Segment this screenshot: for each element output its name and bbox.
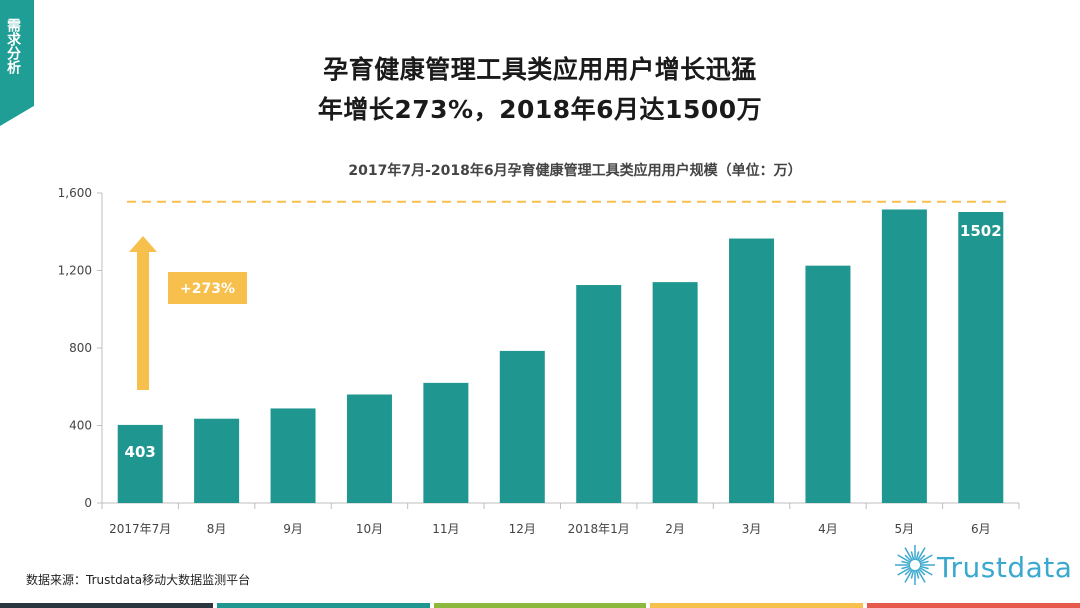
x-tick-label: 5月 [895, 522, 915, 536]
logo-text: Trustdata [937, 551, 1073, 584]
trustdata-logo: Trustdata [893, 535, 1073, 595]
bottom-color-segment [433, 603, 647, 608]
logo-ray [910, 569, 915, 579]
logo-ray [915, 551, 920, 561]
logo-ray [904, 554, 912, 562]
x-tick-label: 4月 [818, 522, 838, 536]
logo-ray [904, 568, 912, 576]
headline-line-1: 孕育健康管理工具类应用用户增长迅猛 [323, 55, 757, 84]
x-tick-label: 11月 [432, 522, 459, 536]
bar [958, 211, 1004, 504]
logo-ray [918, 568, 926, 576]
bar [194, 418, 240, 503]
data-source-note: 数据来源：Trustdata移动大数据监测平台 [26, 573, 251, 587]
bottom-color-segment [216, 603, 430, 608]
bar [270, 408, 316, 503]
logo-ray [918, 566, 933, 576]
bar [729, 238, 775, 503]
logo-ray [897, 566, 912, 576]
y-tick-label: 1,600 [58, 186, 92, 200]
logo-ray [916, 547, 926, 562]
bar-chart: 0 400 800 1,200 1,600 2017年7月 403 8月 9月 10月 11月 12月… [58, 186, 1020, 536]
logo-ray [904, 568, 914, 583]
growth-annotation-box [168, 272, 247, 304]
y-tick-label: 800 [69, 341, 92, 355]
bar [423, 382, 469, 503]
x-tick-label: 2017年7月 [109, 522, 171, 536]
headline-line-2: 年增长273%，2018年6月达1500万 [317, 95, 763, 124]
y-tick-label: 1,200 [58, 264, 92, 278]
logo-ray [910, 551, 915, 561]
bar-data-label: 403 [125, 443, 156, 461]
logo-ray [915, 569, 920, 579]
x-tick-label: 9月 [283, 522, 303, 536]
bar [117, 424, 163, 503]
logo-ray [919, 560, 929, 565]
x-tick-label: 12月 [509, 522, 536, 536]
sunburst-logo-icon [895, 545, 935, 585]
chart-title: 2017年7月-2018年6月孕育健康管理工具类应用用户规模（单位：万） [348, 163, 802, 179]
bar [499, 350, 545, 503]
x-tick-label: 2月 [665, 522, 685, 536]
growth-arrow-shaft [137, 250, 149, 390]
logo-ray [918, 554, 926, 562]
logo-ray [919, 565, 929, 570]
logo-ray [897, 554, 912, 564]
logo-ray [901, 565, 911, 570]
bar [881, 209, 927, 503]
bar [805, 265, 851, 503]
bottom-color-strip [0, 603, 1080, 608]
bar-data-label: 1502 [960, 222, 1002, 240]
bottom-color-segment [867, 603, 1080, 608]
x-tick-label: 3月 [742, 522, 762, 536]
x-tick-label: 10月 [356, 522, 383, 536]
bottom-color-segment [0, 603, 213, 608]
bar [652, 282, 698, 503]
section-tag: 需求分析 [0, 0, 34, 126]
logo-ray [901, 560, 911, 565]
y-tick-label: 400 [69, 419, 92, 433]
y-tick-label: 0 [84, 496, 92, 510]
growth-annotation-label: +273% [180, 281, 235, 297]
growth-arrow-head [129, 236, 157, 252]
bar [346, 394, 392, 503]
logo-ray [918, 554, 933, 564]
x-tick-label: 8月 [207, 522, 227, 536]
x-tick-label: 2018年1月 [568, 522, 630, 536]
logo-ray [916, 568, 926, 583]
logo-ray [904, 547, 914, 562]
section-tag-label: 需求分析 [5, 18, 21, 74]
bar [576, 285, 622, 503]
x-tick-label: 6月 [971, 522, 991, 536]
bottom-color-segment [650, 603, 864, 608]
